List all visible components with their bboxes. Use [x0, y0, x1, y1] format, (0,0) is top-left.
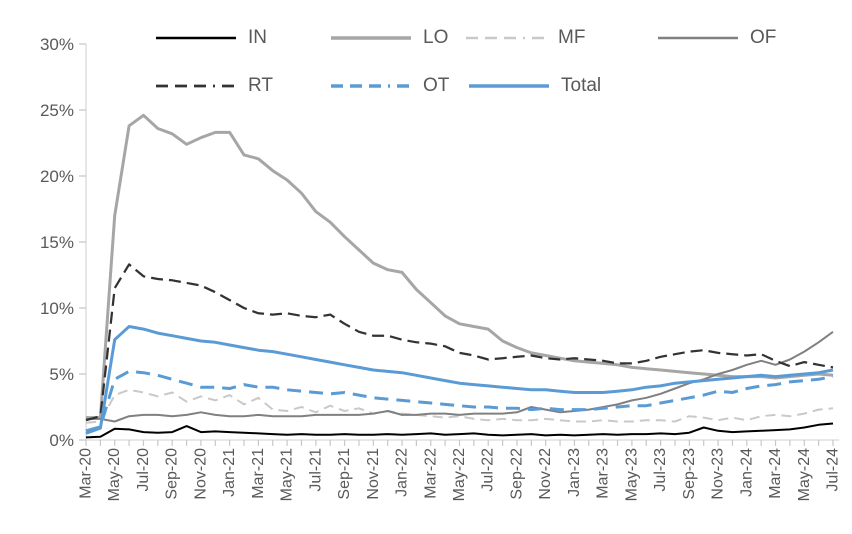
y-axis: 0% 5% 10% 15% 20% 25% 30%: [40, 35, 86, 450]
x-tick-label: Sep-21: [336, 448, 353, 500]
legend-label-MF: MF: [558, 27, 586, 48]
x-tick-label: Jul-21: [307, 448, 324, 492]
x-tick-label: May-24: [796, 448, 813, 501]
y-tick-label: 10%: [40, 299, 74, 318]
x-tick-label: Sep-20: [164, 448, 181, 500]
x-tick-label: May-22: [451, 448, 468, 501]
x-tick-label: Sep-23: [681, 448, 698, 500]
legend-line-sample-Total: [469, 84, 549, 88]
x-tick-label: May-21: [279, 448, 296, 501]
legend-line-sample-OT: [331, 84, 411, 88]
chart-legend: IN LO MF OF RT OT Total: [0, 0, 852, 110]
x-tick-label: Nov-22: [537, 448, 554, 500]
x-tick-label: Jan-24: [738, 448, 755, 497]
legend-label-Total: Total: [561, 75, 602, 96]
legend-label-LO: LO: [423, 27, 449, 48]
legend-line-sample-RT: [156, 84, 236, 88]
y-tick-label: 0%: [49, 431, 74, 450]
legend-line-sample-MF: [466, 36, 546, 40]
x-tick-label: Jul-20: [135, 448, 152, 492]
x-tick-label: Jul-22: [480, 448, 497, 492]
legend-item-OT: OT: [330, 75, 449, 97]
series-line-Total: [85, 325, 834, 435]
legend-label-OF: OF: [750, 27, 777, 48]
series-line-RT: [85, 263, 834, 422]
x-tick-label: Jan-22: [394, 448, 411, 497]
legend-label-RT: RT: [248, 75, 273, 96]
x-tick-label: May-23: [623, 448, 640, 501]
x-tick-label: Mar-24: [767, 448, 784, 499]
series-line-LO: [86, 113, 834, 420]
legend-item-Total: Total: [468, 75, 601, 97]
x-tick-label: Mar-22: [422, 448, 439, 499]
legend-line-sample-OF: [658, 36, 738, 40]
x-tick-label: Mar-23: [595, 448, 612, 499]
legend-item-LO: LO: [330, 27, 448, 49]
y-tick-label: 20%: [40, 167, 74, 186]
x-tick-label: Nov-20: [192, 448, 209, 500]
legend-item-IN: IN: [155, 27, 267, 49]
series-line-IN: [85, 422, 834, 439]
y-tick-label: 5%: [49, 365, 74, 384]
series-line-OT: [85, 369, 834, 433]
legend-label-OT: OT: [423, 75, 450, 96]
x-tick-label: Jul-23: [652, 448, 669, 492]
x-tick-label: Mar-20: [78, 448, 95, 499]
x-axis: Mar-20 May-20 Jul-20 Sep-20 Nov-20 Jan-21 Mar-…: [78, 440, 842, 501]
x-tick-label: Jul-24: [825, 448, 842, 492]
x-tick-label: Jan-21: [221, 448, 238, 497]
x-tick-label: Jan-23: [566, 448, 583, 497]
y-tick-label: 30%: [40, 35, 74, 54]
y-tick-label: 25%: [40, 101, 74, 120]
x-tick-label: Nov-21: [365, 448, 382, 500]
x-tick-label: Mar-21: [250, 448, 267, 499]
series-line-MF: [85, 388, 834, 424]
series-line-OF: [86, 330, 834, 423]
legend-item-MF: MF: [465, 27, 585, 49]
legend-line-sample-LO: [331, 36, 411, 40]
legend-item-RT: RT: [155, 75, 273, 97]
legend-item-OF: OF: [657, 27, 776, 49]
y-tick-label: 15%: [40, 233, 74, 252]
legend-label-IN: IN: [248, 27, 267, 48]
x-tick-label: Nov-23: [710, 448, 727, 500]
x-tick-label: Sep-22: [508, 448, 525, 500]
legend-line-sample-IN: [156, 36, 236, 40]
x-tick-label: May-20: [106, 448, 123, 501]
